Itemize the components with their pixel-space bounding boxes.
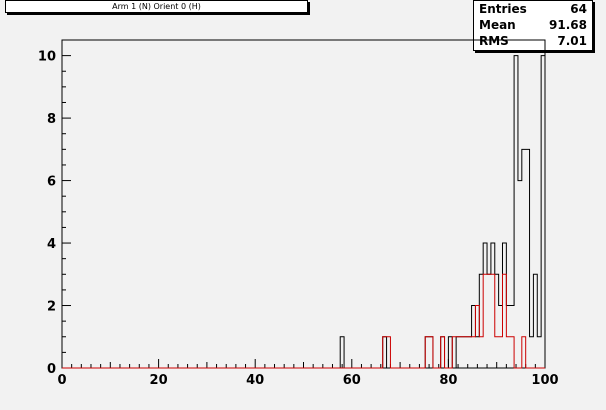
x-tick-label: 100: [531, 373, 558, 388]
x-tick-label: 0: [57, 373, 66, 388]
stats-mean-value: 91.68: [549, 18, 587, 32]
histogram-series-0: [62, 55, 546, 369]
stats-mean-label: Mean: [479, 18, 516, 32]
y-tick-label: 2: [47, 300, 56, 315]
x-tick-label: 80: [439, 373, 457, 388]
stats-entries-label: Entries: [479, 2, 527, 16]
stats-box: Entries 64 Mean 91.68 RMS 7.01: [473, 0, 593, 51]
stats-mean-row: Mean 91.68: [474, 17, 592, 33]
y-tick-label: 8: [47, 112, 56, 127]
stats-entries-row: Entries 64: [474, 1, 592, 17]
x-tick-label: 60: [343, 373, 361, 388]
y-tick-label: 0: [47, 362, 56, 377]
y-tick-label: 4: [47, 237, 56, 252]
stats-rms-label: RMS: [479, 34, 509, 48]
x-tick-label: 40: [246, 373, 264, 388]
stats-rms-value: 7.01: [557, 34, 587, 48]
stats-rms-row: RMS 7.01: [474, 33, 592, 49]
stats-entries-value: 64: [570, 2, 587, 16]
x-tick-label: 20: [150, 373, 168, 388]
y-tick-label: 6: [47, 175, 56, 190]
y-tick-label: 10: [38, 50, 56, 65]
histogram-series-1: [62, 273, 545, 369]
plot-frame: [61, 39, 546, 369]
histogram-title: Arm 1 (N) Orient 0 (H): [5, 0, 308, 13]
